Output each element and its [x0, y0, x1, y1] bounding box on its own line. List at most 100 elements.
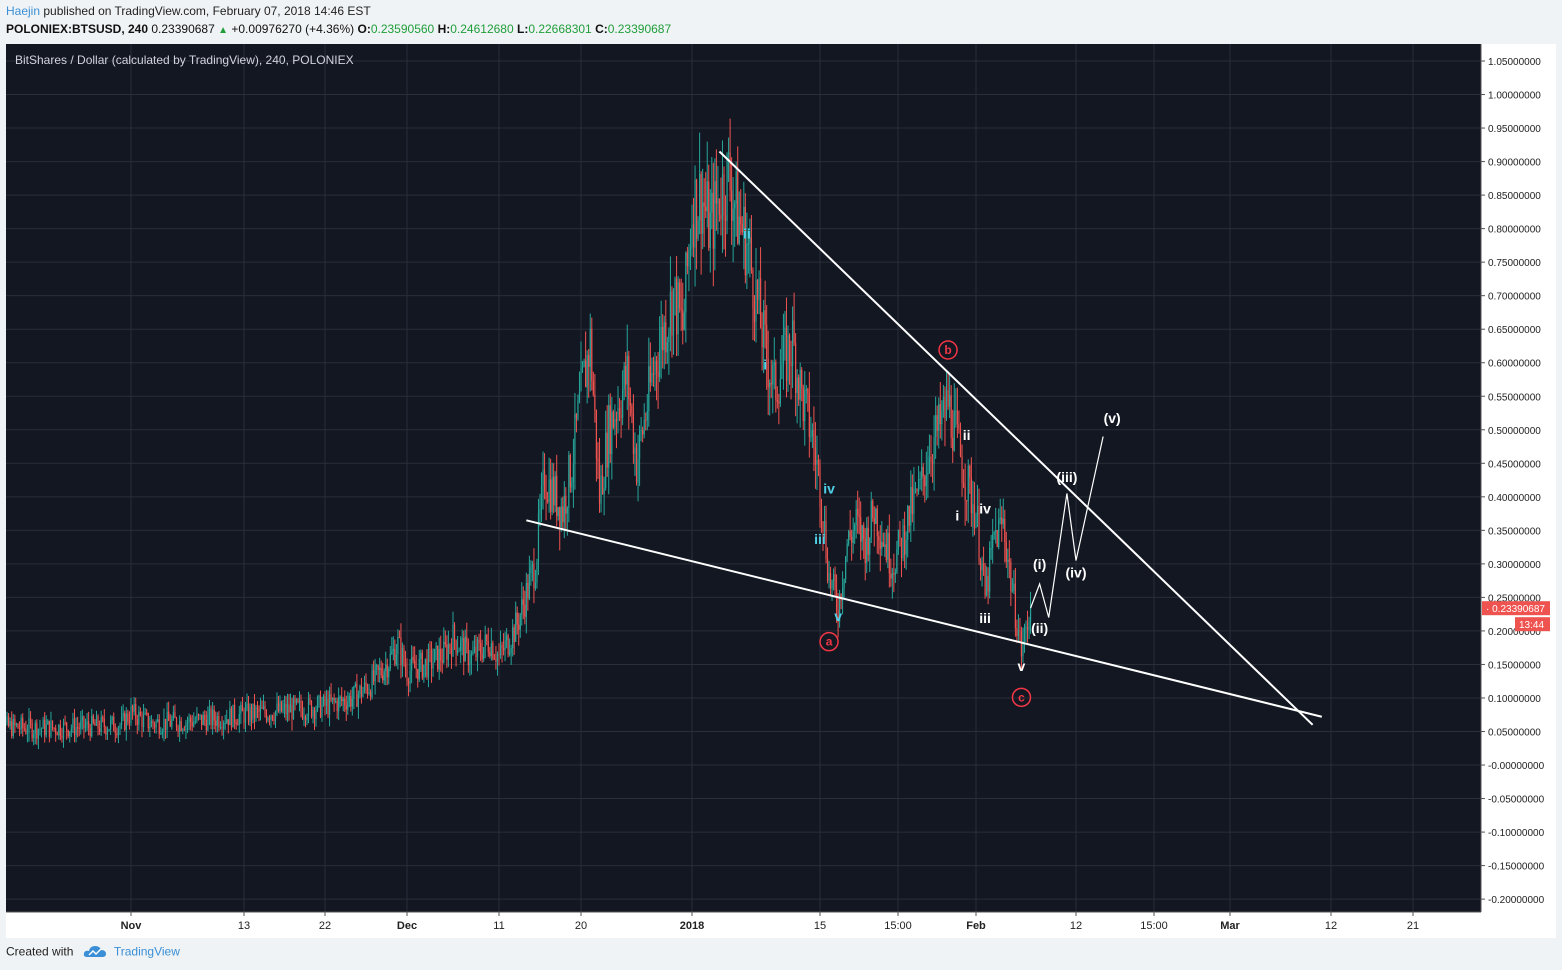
candle-body [652, 373, 655, 375]
candle-body [601, 475, 604, 495]
candle-body [565, 495, 567, 514]
tradingview-link[interactable]: TradingView [113, 944, 180, 959]
author-link[interactable]: Haejin [6, 4, 41, 18]
candle-body [686, 252, 688, 267]
candle-body [738, 216, 740, 244]
candle-body [106, 730, 109, 735]
candle-body [53, 727, 55, 729]
candle-body [972, 504, 974, 514]
candle-body [919, 478, 921, 480]
candle-body [303, 717, 305, 719]
candle-body [421, 652, 423, 678]
candle-body [124, 713, 126, 730]
candle-body [144, 712, 146, 715]
candle-body [258, 708, 260, 712]
candle-body [133, 703, 135, 712]
candle-body [205, 719, 207, 731]
candle-body [638, 430, 641, 460]
candle-body [91, 715, 93, 737]
candle-body [1010, 561, 1012, 591]
candle-body [631, 405, 633, 414]
candle-body [735, 171, 737, 204]
candle-body [113, 716, 115, 732]
wave-label: b [944, 343, 951, 357]
candle-body [655, 360, 658, 372]
candle-body [660, 327, 662, 350]
candle-body [157, 719, 159, 722]
candle-body [635, 447, 638, 483]
candle-body [146, 712, 148, 714]
change-up-arrow-icon: ▲ [218, 25, 229, 36]
candle-body [1007, 559, 1009, 562]
candle-body [993, 531, 995, 535]
candle-body [816, 459, 818, 465]
candle-body [368, 692, 370, 694]
candle-body [510, 648, 512, 653]
candle-body [966, 500, 968, 502]
candle-body [324, 696, 326, 706]
candle-body [412, 657, 414, 661]
candle-body [851, 536, 853, 543]
candle-body [878, 536, 880, 541]
candle-body [7, 716, 10, 726]
candle-body [879, 540, 881, 549]
candle-body [740, 216, 742, 225]
candle-body [913, 489, 915, 514]
candle-body [339, 696, 341, 698]
candle-body [432, 662, 434, 669]
candle-body [117, 728, 120, 736]
candle-body [366, 686, 369, 694]
candle-body [798, 377, 800, 400]
candle-body [345, 705, 347, 710]
y-tick-label: -0.20000000 [1488, 895, 1545, 906]
candle-body [595, 409, 598, 459]
candle-body [688, 249, 690, 267]
candle-body [928, 456, 931, 473]
candle-body [855, 509, 857, 526]
candle-body [838, 594, 841, 622]
y-tick-label: 0.60000000 [1488, 359, 1541, 370]
candle-body [182, 729, 184, 731]
candle-body [685, 252, 687, 313]
candle-body [208, 708, 211, 715]
candle-body [551, 477, 553, 512]
candle-body [1011, 590, 1013, 592]
candle-body [606, 432, 608, 468]
candle-body [120, 716, 123, 726]
candle-body [306, 717, 308, 720]
candle-body [589, 328, 591, 367]
candle-body [617, 408, 619, 422]
candle-body [99, 728, 101, 732]
candle-body [322, 696, 325, 705]
candle-body [640, 430, 642, 432]
candle-body [480, 642, 482, 654]
candle-body [560, 506, 562, 527]
candle-body [674, 278, 676, 290]
candle-body [177, 727, 179, 732]
candle-body [312, 709, 314, 717]
candle-body [891, 573, 893, 579]
candle-body [243, 711, 245, 724]
candle-body [947, 390, 949, 407]
candle-body [723, 174, 725, 216]
candle-body [990, 548, 992, 550]
candle-body [572, 464, 575, 482]
candle-body [382, 675, 384, 681]
candle-body [826, 558, 829, 581]
candle-body [392, 648, 394, 652]
candle-body [1028, 622, 1030, 631]
wave-label: (ii) [1031, 620, 1048, 636]
candle-body [138, 711, 140, 725]
candle-body [992, 534, 994, 549]
candle-body [426, 658, 428, 677]
candle-body [1029, 608, 1032, 623]
candle-body [377, 665, 379, 670]
candle-body [530, 567, 532, 574]
candle-body [626, 355, 628, 385]
x-tick-label: Mar [1220, 920, 1240, 932]
candle-body [139, 711, 142, 716]
open-label: O: [357, 22, 371, 36]
candle-body [158, 719, 160, 734]
candle-body [69, 731, 71, 737]
